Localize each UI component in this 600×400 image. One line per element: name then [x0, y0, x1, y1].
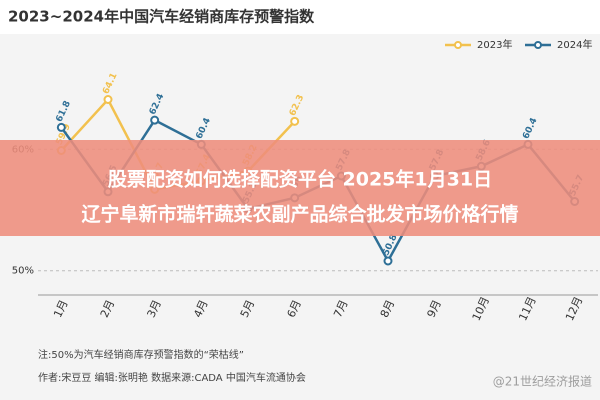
legend-label: 2024年: [557, 38, 592, 51]
credits: 作者:宋豆豆 编辑:张明艳 数据来源:CADA 中国汽车流通协会: [38, 371, 306, 384]
point: [150, 115, 160, 125]
legend-marker: [454, 41, 462, 49]
x-tick-label: 3月: [145, 298, 164, 320]
data-label: 60.4: [195, 116, 213, 140]
x-tick-label: 12月: [563, 295, 585, 323]
data-label: 61.8: [55, 99, 73, 123]
x-tick-label: 8月: [378, 298, 397, 320]
x-tick-label: 11月: [516, 295, 538, 323]
data-label: 64.1: [101, 72, 119, 96]
point: [290, 116, 300, 126]
data-label: 62.3: [288, 93, 306, 117]
legend-marker: [534, 41, 542, 49]
title-bar: [0, 0, 600, 34]
data-label: 62.4: [148, 92, 166, 116]
x-tick-label: 7月: [331, 298, 350, 320]
x-tick-label: 10月: [470, 295, 492, 323]
data-label: 60.4: [521, 116, 539, 140]
x-tick-label: 9月: [425, 298, 444, 320]
x-tick-label: 2月: [98, 298, 117, 320]
point: [103, 95, 113, 104]
point: [56, 122, 66, 132]
x-tick-label: 1月: [51, 298, 70, 320]
watermark: @21世纪经济报道: [493, 374, 592, 389]
banner-line: 辽宁阜新市瑞轩蔬菜农副产品综合批发市场价格行情: [81, 203, 518, 226]
chart-title: 2023~2024年中国汽车经销商库存预警指数: [8, 8, 315, 26]
point: [383, 256, 393, 266]
x-tick-label: 4月: [191, 298, 210, 320]
banner-bg: [0, 140, 600, 236]
note: 注:50%为汽车经销商库存预警指数的“荣枯线”: [38, 348, 244, 361]
y-tick-label: 50%: [12, 266, 34, 277]
x-tick-label: 5月: [238, 298, 257, 320]
x-tick-label: 6月: [285, 298, 304, 320]
banner-line: 股票配资如何选择配资平台 2025年1月31日: [108, 168, 492, 191]
legend-label: 2023年: [477, 38, 512, 51]
